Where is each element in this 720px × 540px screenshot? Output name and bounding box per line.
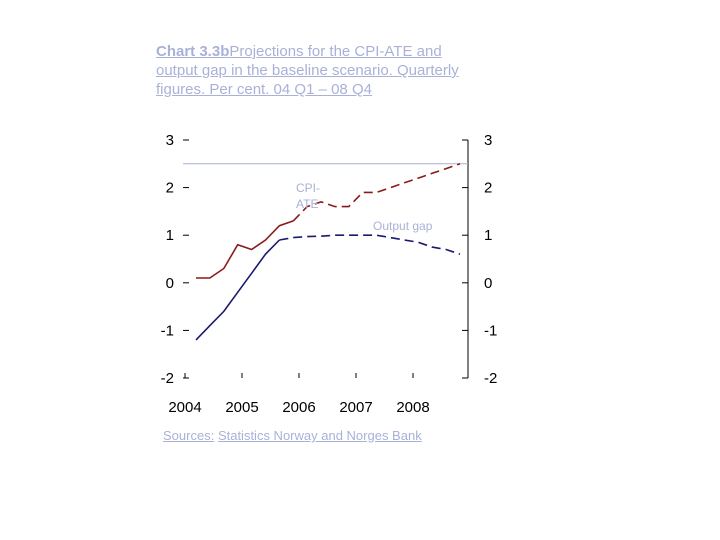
y-tick-label-right: 1 xyxy=(484,227,492,244)
chart-sources: Sources: Statistics Norway and Norges Ba… xyxy=(163,428,422,443)
chart-title: Chart 3.3bProjections for the CPI-ATE an… xyxy=(156,42,486,99)
y-tick-label-right: -1 xyxy=(484,322,497,339)
series-line-cpi-ate xyxy=(196,220,294,279)
y-tick-label-right: -2 xyxy=(484,370,497,387)
y-tick-label-right: 3 xyxy=(484,132,492,149)
y-tick-label-left: 2 xyxy=(166,180,174,197)
y-tick-label-left: 1 xyxy=(166,227,174,244)
chart-series xyxy=(195,163,461,341)
series-line-output-gap xyxy=(195,239,280,341)
chart-annotations: CPI-ATE Output gap xyxy=(296,181,433,233)
sources-prefix: Sources: xyxy=(163,428,215,443)
y-tick-label-right: 2 xyxy=(484,180,492,197)
series-projection-cpi-ate xyxy=(292,163,461,222)
chart-title-rest: Projections for the CPI-ATE and output g… xyxy=(156,43,459,98)
annotation-output-gap: Output gap xyxy=(373,219,433,233)
x-tick-label: 2007 xyxy=(339,399,372,416)
y-tick-label-left: 0 xyxy=(166,275,174,292)
chart-tick-labels: 3 3 2 2 1 1 0 0 -1 -1 -2 -2 2004 2005 2006 2007 2008 xyxy=(161,132,498,416)
x-tick-label: 2006 xyxy=(282,399,315,416)
y-tick-label-left: -2 xyxy=(161,370,174,387)
x-tick-label: 2005 xyxy=(225,399,258,416)
y-tick-label-left: 3 xyxy=(166,132,174,149)
annotation-cpi-ate: CPI-ATE xyxy=(296,181,320,211)
x-tick-label: 2004 xyxy=(168,399,201,416)
chart-title-lead: Chart 3.3b xyxy=(156,43,230,60)
chart-axes xyxy=(183,139,469,379)
y-tick-label-left: -1 xyxy=(161,322,174,339)
series-projection-output-gap xyxy=(279,234,461,255)
x-tick-label: 2008 xyxy=(396,399,429,416)
sources-text: Statistics Norway and Norges Bank xyxy=(217,428,422,443)
y-tick-label-right: 0 xyxy=(484,275,492,292)
